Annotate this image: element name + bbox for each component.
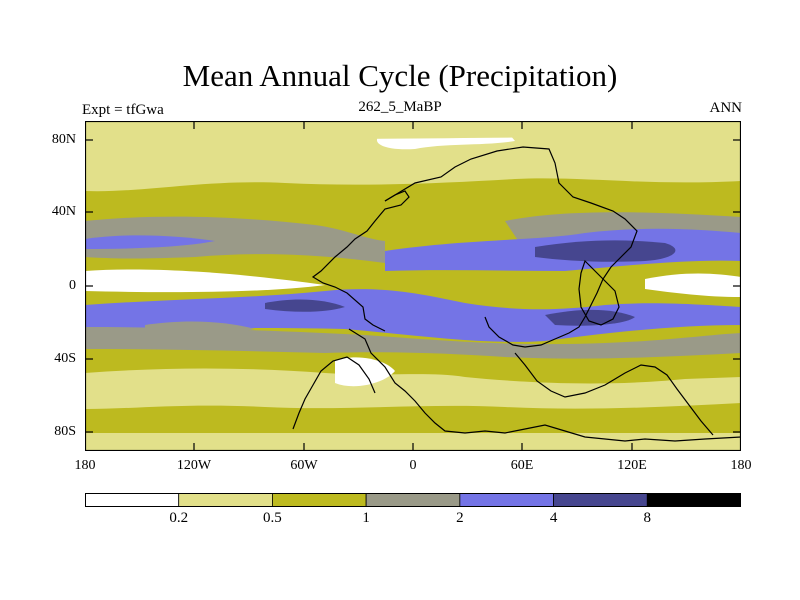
season-label: ANN: [709, 100, 743, 116]
continent-outline: [514, 352, 714, 436]
precipitation-map: [85, 121, 741, 451]
x-tick-label: 0: [409, 458, 417, 473]
y-tick-label: 40N: [51, 204, 76, 219]
legend-color-box: [553, 493, 648, 507]
continent-outline: [384, 146, 638, 348]
legend-color-box: [646, 493, 741, 507]
x-tick-label: 120W: [176, 458, 212, 473]
y-tick-label: 80N: [51, 132, 76, 147]
legend-label: 8: [643, 510, 652, 526]
precip-region: [335, 357, 395, 387]
legend-color-box: [85, 493, 180, 507]
x-axis-ticks: [193, 121, 633, 451]
legend-label: 1: [362, 510, 370, 526]
legend-color-box: [459, 493, 554, 507]
x-tick-label: 60W: [290, 458, 318, 473]
precip-region: [85, 433, 741, 451]
y-axis-ticks: [85, 139, 741, 433]
x-tick-label: 180: [74, 458, 96, 473]
precip-region: [645, 273, 741, 297]
experiment-subtitle: 262_5_MaBP: [358, 99, 442, 115]
legend-label: 0.5: [263, 510, 282, 526]
legend-color-box: [272, 493, 367, 507]
precip-region: [85, 235, 215, 249]
continent-outline: [311, 190, 410, 332]
x-tick-label: 60E: [510, 458, 534, 473]
legend-label: 0.2: [169, 510, 189, 526]
legend-color-box: [365, 493, 461, 507]
precip-region: [85, 269, 325, 293]
precip-region: [85, 327, 741, 359]
continent-outline: [348, 328, 741, 442]
y-tick-label: 0: [69, 278, 76, 293]
precip-region: [85, 126, 741, 192]
precip-region: [145, 321, 255, 335]
y-tick-label: 80S: [54, 424, 76, 439]
map-title: Mean Annual Cycle (Precipitation): [182, 58, 618, 93]
precip-region: [85, 121, 741, 140]
precip-region: [85, 368, 741, 409]
precip-region: [545, 309, 635, 326]
continent-outline: [578, 259, 620, 326]
legend-label: 4: [549, 510, 558, 526]
legend-colorbar: [85, 493, 741, 507]
legend-label: 2: [456, 510, 464, 526]
experiment-label: Expt = tfGwa: [82, 102, 164, 118]
y-tick-label: 40S: [54, 351, 76, 366]
legend-color-box: [178, 493, 273, 507]
precip-region: [535, 240, 676, 262]
x-tick-label: 180: [730, 458, 752, 473]
x-tick-label: 120E: [617, 458, 647, 473]
precip-region: [85, 216, 385, 263]
precip-region: [265, 299, 345, 312]
continent-outline: [292, 356, 376, 430]
